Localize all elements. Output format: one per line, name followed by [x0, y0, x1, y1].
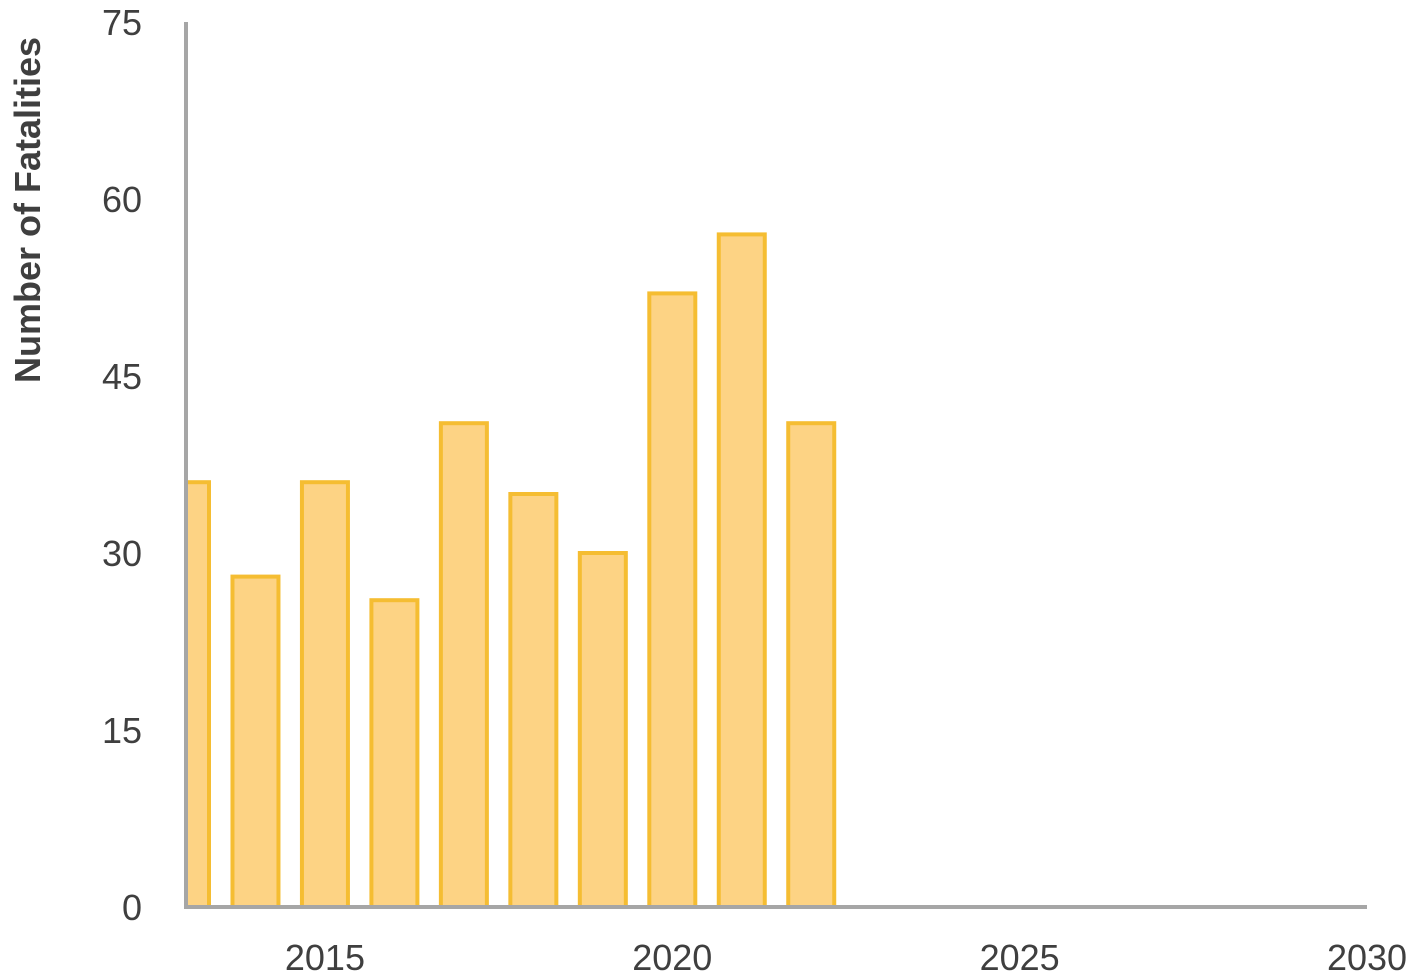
y-tick-label: 15 — [102, 710, 142, 751]
bar-2013 — [184, 480, 211, 909]
bar-2016 — [369, 598, 420, 909]
bar-2017 — [438, 421, 489, 909]
x-tick-label: 2020 — [632, 937, 712, 978]
y-tick-label: 30 — [102, 533, 142, 574]
y-axis-title: Number of Fatalities — [7, 37, 48, 383]
bar-2020 — [647, 291, 698, 909]
axes-group — [184, 22, 1367, 909]
x-tick-label: 2015 — [285, 937, 365, 978]
bars-group — [184, 232, 837, 909]
x-tick-label: 2030 — [1327, 937, 1407, 978]
bar-2014 — [230, 574, 281, 909]
bar-2015 — [299, 480, 350, 909]
ticks-group: 0 15 30 45 60 75 2015 2020 2025 2030 — [102, 2, 1407, 978]
bar-2021 — [716, 232, 767, 909]
y-tick-label: 60 — [102, 179, 142, 220]
y-tick-label: 0 — [122, 887, 142, 928]
bar-2018 — [508, 492, 559, 909]
x-tick-label: 2025 — [980, 937, 1060, 978]
bar-2019 — [577, 551, 628, 909]
bar-2022 — [786, 421, 837, 909]
y-tick-label: 45 — [102, 356, 142, 397]
y-tick-label: 75 — [102, 2, 142, 43]
